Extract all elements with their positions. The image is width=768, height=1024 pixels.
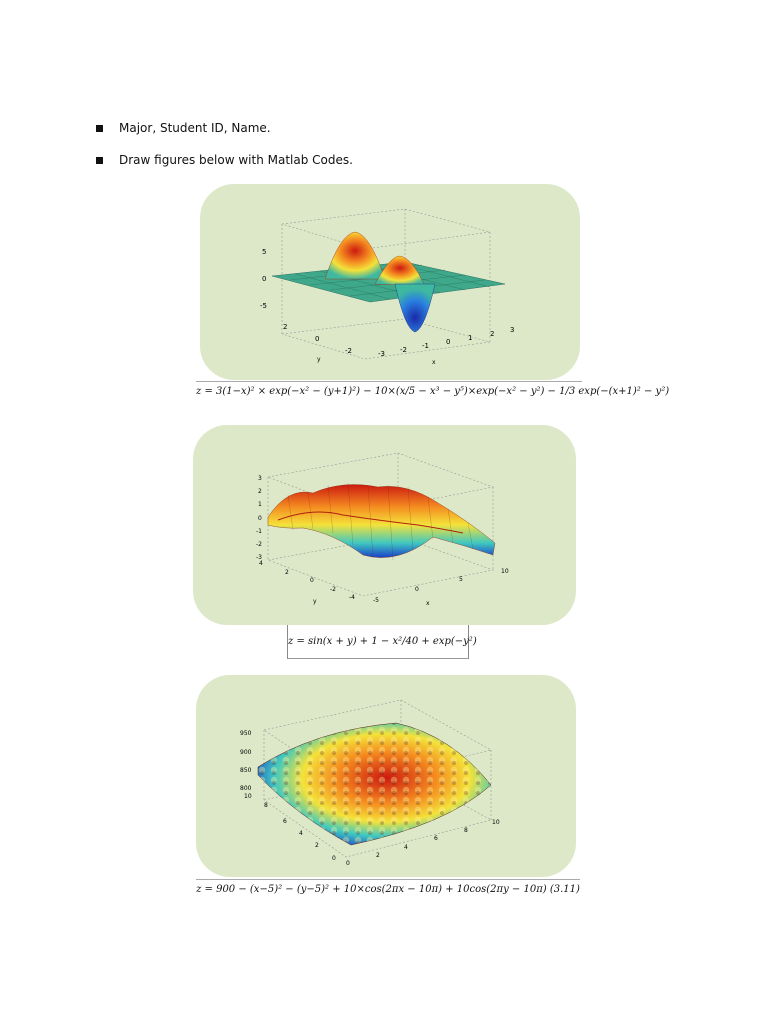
z-tick-label: -3 (256, 554, 262, 561)
y-tick-label: 10 (244, 793, 252, 800)
figure-3-panel: 950 900 850 800 10 8 6 4 2 0 0 2 4 6 8 1… (196, 675, 576, 877)
z-tick-label: 900 (240, 749, 252, 756)
z-tick-label: 0 (258, 515, 262, 522)
y-tick-label: 2 (285, 569, 289, 576)
bullet-text: Draw figures below with Matlab Codes. (119, 153, 353, 167)
x-tick-label: 5 (459, 576, 463, 583)
figure-1-plot: 5 0 -5 2 0 -2 y -3 -2 -1 0 1 2 3 x (260, 208, 514, 366)
x-tick-label: 0 (346, 860, 350, 867)
z-tick-label: -5 (260, 302, 267, 310)
z-tick-label: 3 (258, 475, 262, 482)
x-tick-label: 3 (510, 326, 514, 334)
y-tick-label: 0 (332, 855, 336, 862)
x-tick-label: 2 (376, 852, 380, 859)
y-axis-label: y (317, 356, 321, 363)
y-tick-label: 6 (283, 818, 287, 825)
x-tick-label: 0 (446, 338, 450, 346)
z-tick-label: 1 (258, 501, 262, 508)
x-tick-label: 0 (415, 586, 419, 593)
formula-3: z = 900 − (x−5)² − (y−5)² + 10×cos(2πx −… (196, 879, 580, 895)
x-axis-label: x (432, 359, 436, 366)
x-tick-label: 2 (490, 330, 494, 338)
y-axis-label: y (313, 598, 317, 605)
y-tick-label: 0 (310, 577, 314, 584)
x-tick-label: 1 (468, 334, 472, 342)
x-tick-label: 10 (501, 568, 509, 575)
z-tick-label: 850 (240, 767, 252, 774)
x-tick-label: 6 (434, 835, 438, 842)
x-tick-label: -1 (422, 342, 429, 350)
z-tick-label: 2 (258, 488, 262, 495)
y-tick-label: 2 (283, 323, 287, 331)
z-tick-label: -1 (256, 528, 262, 535)
bullet-text: Major, Student ID, Name. (119, 121, 271, 135)
z-tick-label: 950 (240, 730, 252, 737)
x-tick-label: -5 (373, 597, 379, 604)
figure-3-plot: 950 900 850 800 10 8 6 4 2 0 0 2 4 6 8 1… (240, 699, 500, 867)
bullet-square-icon (96, 124, 103, 132)
x-tick-label: -3 (378, 350, 385, 358)
y-tick-label: -4 (349, 594, 355, 601)
z-tick-label: -2 (256, 541, 262, 548)
x-tick-label: -2 (400, 346, 407, 354)
z-tick-label: 5 (262, 248, 266, 256)
formula-2: z = sin(x + y) + 1 − x²/40 + exp(−y²) (287, 625, 477, 659)
z-tick-label: 0 (262, 275, 266, 283)
y-tick-label: 4 (299, 830, 303, 837)
y-tick-label: 8 (264, 802, 268, 809)
x-tick-label: 8 (464, 827, 468, 834)
figure-2-panel: 3 2 1 0 -1 -2 -3 4 2 0 -2 -4 y -5 0 5 10… (193, 425, 576, 625)
y-tick-label: 0 (315, 335, 319, 343)
formula-1: z = 3(1−x)² × exp(−x² − (y+1)²) − 10×(x/… (196, 381, 669, 397)
z-tick-label: 800 (240, 785, 252, 792)
bullet-item-1: Major, Student ID, Name. (96, 121, 271, 135)
x-tick-label: 10 (492, 819, 500, 826)
x-axis-label: x (426, 600, 430, 607)
y-tick-label: 2 (315, 842, 319, 849)
figure-2-plot: 3 2 1 0 -1 -2 -3 4 2 0 -2 -4 y -5 0 5 10… (256, 452, 509, 607)
x-tick-label: 4 (404, 844, 408, 851)
bullet-item-2: Draw figures below with Matlab Codes. (96, 153, 353, 167)
bullet-square-icon (96, 156, 103, 164)
figure-1-panel: 5 0 -5 2 0 -2 y -3 -2 -1 0 1 2 3 x (200, 184, 580, 380)
y-tick-label: 4 (259, 560, 263, 567)
y-tick-label: -2 (345, 347, 352, 355)
y-tick-label: -2 (330, 586, 336, 593)
